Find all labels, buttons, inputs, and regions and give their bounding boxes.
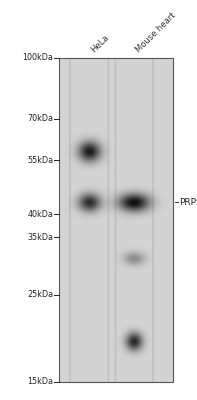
Text: 70kDa: 70kDa — [27, 114, 53, 124]
Text: HeLa: HeLa — [90, 33, 111, 55]
Text: Mouse heart: Mouse heart — [134, 11, 177, 55]
Text: 55kDa: 55kDa — [27, 156, 53, 165]
Bar — [59, 58, 173, 382]
Text: 100kDa: 100kDa — [22, 54, 53, 62]
Text: 15kDa: 15kDa — [27, 378, 53, 386]
Text: PRPSAP1: PRPSAP1 — [179, 198, 197, 207]
Text: 35kDa: 35kDa — [27, 233, 53, 242]
Text: 40kDa: 40kDa — [27, 210, 53, 219]
Text: 25kDa: 25kDa — [27, 290, 53, 299]
